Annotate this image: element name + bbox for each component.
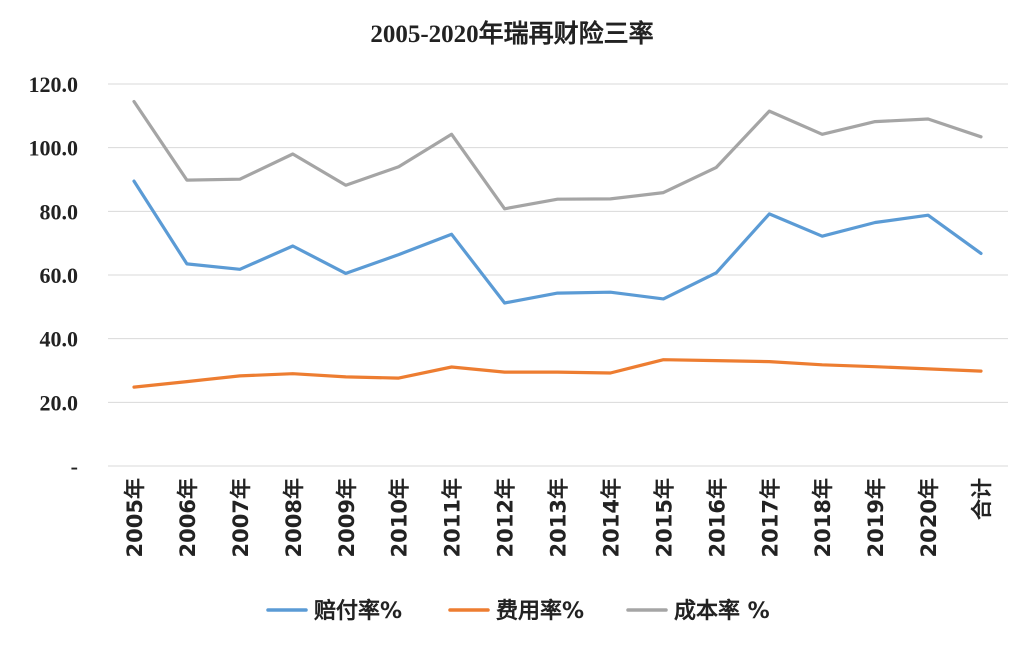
legend-label: 费用率%	[496, 598, 584, 624]
x-tick-label: 2016年	[705, 478, 729, 557]
x-tick-label: 2009年	[335, 478, 359, 557]
y-axis-tick-labels: - 20.0 40.0 60.0 80.0 100.0 120.0	[29, 72, 79, 479]
y-tick-label: 40.0	[40, 327, 79, 352]
x-tick-label: 2019年	[864, 478, 888, 557]
x-tick-label: 2018年	[811, 478, 835, 557]
y-tick-label: -	[71, 454, 78, 479]
grid-layer	[108, 83, 1008, 467]
x-tick-label: 2010年	[388, 478, 412, 557]
x-tick-label: 2007年	[229, 478, 253, 557]
y-tick-label: 100.0	[29, 136, 79, 161]
y-tick-label: 80.0	[40, 199, 79, 224]
x-tick-label: 2006年	[176, 478, 200, 557]
legend-label: 赔付率%	[314, 598, 402, 624]
series-line	[132, 358, 983, 389]
x-tick-label: 2020年	[917, 478, 941, 557]
legend-label: 成本率 %	[674, 598, 770, 624]
x-tick-label: 合计	[970, 478, 994, 520]
series-line	[132, 99, 983, 211]
x-tick-label: 2008年	[282, 478, 306, 557]
y-tick-label: 60.0	[40, 263, 79, 288]
series-line	[132, 179, 983, 305]
x-tick-label: 2014年	[599, 478, 623, 557]
x-tick-label: 2011年	[441, 478, 465, 557]
chart-title: 2005-2020年瑞再财险三率	[370, 19, 653, 48]
y-tick-label: 120.0	[29, 72, 79, 97]
series-layer	[132, 99, 983, 389]
x-axis-tick-labels: 2005年 2006年 2007年 2008年 2009年 2010年 2011年 2012年…	[123, 478, 994, 557]
legend: 赔付率% 费用率% 成本率 %	[266, 598, 770, 624]
x-tick-label: 2005年	[123, 478, 147, 557]
y-tick-label: 20.0	[40, 390, 79, 415]
x-tick-label: 2017年	[758, 478, 782, 557]
x-tick-label: 2013年	[547, 478, 571, 557]
x-tick-label: 2015年	[652, 478, 676, 557]
x-tick-label: 2012年	[494, 478, 518, 557]
